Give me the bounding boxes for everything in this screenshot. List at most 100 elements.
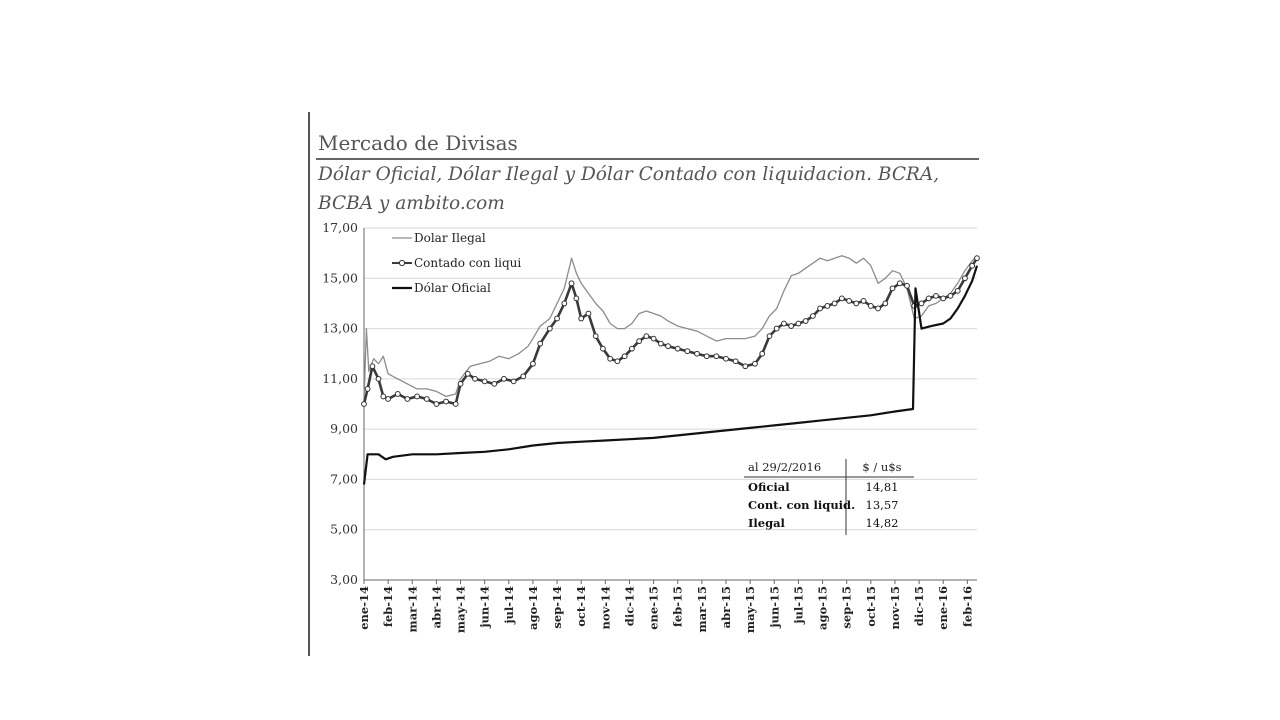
series-line-dolar-oficial	[362, 265, 979, 485]
series-line-dolar-ilegal	[363, 255, 978, 402]
data-point	[904, 282, 910, 289]
left-border	[308, 112, 310, 656]
x-tick-label: oct-14	[574, 586, 588, 627]
x-tick-label: abr-14	[429, 586, 443, 628]
y-tick-label: 17,00	[322, 220, 358, 235]
x-tick-label: nov-15	[888, 586, 902, 630]
table-row-value: 13,57	[866, 498, 899, 512]
x-tick-label: jul-14	[502, 586, 516, 625]
legend-marker	[398, 259, 406, 267]
data-point	[585, 310, 592, 317]
data-point	[600, 345, 606, 352]
x-tick-label: jun-14	[478, 586, 492, 629]
data-point	[752, 360, 758, 367]
data-point	[732, 358, 739, 365]
x-tick-label: mar-14	[405, 586, 419, 632]
x-tick-label: may-14	[454, 586, 468, 633]
y-tick-label: 7,00	[330, 471, 358, 486]
data-point	[607, 355, 614, 362]
data-point	[364, 386, 371, 392]
data-point	[831, 300, 838, 307]
x-tick-label: feb-14	[381, 586, 395, 627]
data-point	[561, 300, 568, 307]
data-point	[882, 300, 889, 307]
data-point	[433, 401, 440, 407]
y-tick-label: 9,00	[330, 421, 358, 436]
data-point	[846, 298, 852, 304]
data-point	[896, 280, 903, 287]
y-tick-label: 11,00	[322, 371, 358, 386]
data-point	[457, 380, 464, 387]
table-row-value: 14,81	[866, 480, 899, 494]
data-point	[665, 343, 671, 350]
data-point	[795, 320, 802, 327]
data-point	[933, 292, 939, 299]
data-point	[546, 325, 553, 332]
x-tick-label: sep-14	[550, 586, 564, 629]
data-point	[947, 292, 954, 299]
data-point	[472, 375, 478, 382]
x-tick-label: abr-15	[719, 586, 733, 628]
data-point	[853, 300, 860, 307]
data-point	[423, 396, 430, 402]
x-tick-label: feb-15	[671, 586, 685, 627]
data-point	[530, 360, 536, 367]
chart-title: Mercado de Divisas	[318, 131, 518, 155]
data-point	[954, 287, 961, 294]
data-point	[614, 358, 621, 365]
data-point	[773, 325, 780, 332]
data-point	[723, 355, 729, 362]
data-point	[703, 353, 710, 360]
data-point	[636, 338, 643, 345]
data-point	[404, 396, 411, 402]
x-tick-label: jul-15	[791, 586, 805, 625]
data-point	[860, 298, 867, 304]
table-header-unit: $ / u$s	[862, 460, 901, 474]
data-point	[781, 320, 787, 327]
data-point	[375, 375, 382, 382]
x-tick-label: ene-15	[647, 586, 661, 630]
chart-subtitle: Dólar Oficial, Dólar Ilegal y Dólar Cont…	[318, 160, 978, 218]
data-point	[969, 262, 976, 269]
data-point	[501, 375, 507, 382]
data-point	[694, 350, 700, 357]
data-point	[940, 295, 947, 302]
data-point	[742, 363, 749, 370]
data-point	[650, 335, 657, 342]
data-point	[394, 391, 401, 397]
data-point	[414, 393, 420, 400]
x-tick-label: feb-16	[960, 586, 974, 627]
title-rule	[316, 158, 979, 160]
data-point	[481, 378, 488, 385]
y-tick-label: 3,00	[330, 572, 358, 587]
line-chart: 3,00 5,00 7,00 9,00 11,00 13,00 15,00 17,00 ene-…	[322, 220, 980, 633]
y-tick-label: 15,00	[322, 270, 358, 285]
subtitle-line-2: BCBA y ambito.com	[318, 193, 505, 214]
y-tick-label: 5,00	[330, 522, 358, 537]
data-point	[918, 300, 925, 307]
data-point	[824, 303, 831, 309]
subtitle-line-1: Dólar Oficial, Dólar Ilegal y Dólar Cont…	[318, 164, 940, 185]
data-point	[817, 305, 824, 312]
data-point	[361, 401, 367, 407]
data-point	[867, 303, 874, 309]
data-point	[838, 295, 845, 302]
data-point	[643, 333, 650, 340]
x-tick-label: nov-14	[598, 586, 612, 630]
table-row-label: Cont. con liquid.	[748, 498, 855, 512]
data-point	[766, 333, 773, 340]
data-point	[520, 373, 527, 380]
data-point	[962, 275, 968, 282]
data-point	[491, 380, 498, 387]
x-tick-label: ene-16	[936, 586, 950, 630]
x-tick-label: sep-15	[840, 586, 854, 629]
data-point	[628, 345, 635, 352]
data-point	[889, 285, 896, 292]
data-point	[578, 315, 585, 322]
data-point	[452, 401, 459, 407]
data-point	[809, 313, 816, 319]
legend-entry-dolar-ilegal: Dolar Ilegal	[414, 231, 486, 245]
legend-entry-contado-con-liqui: Contado con liqui	[414, 256, 521, 270]
data-point	[788, 323, 795, 329]
table-row-label: Ilegal	[748, 516, 786, 530]
